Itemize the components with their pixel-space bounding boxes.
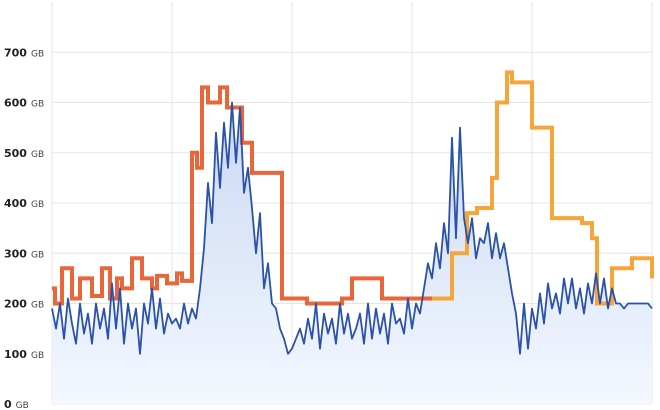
y-tick-value: 600 [4,97,27,110]
y-tick-unit: GB [31,301,44,311]
y-tick-unit: GB [31,100,44,110]
y-tick-label-300: 300 GB [4,247,44,260]
y-tick-label-100: 100 GB [4,348,44,361]
y-tick-label-200: 200 GB [4,298,44,311]
usage-area-fill [52,102,652,404]
y-tick-label-700: 700 GB [4,46,44,59]
y-tick-unit: GB [16,401,29,410]
y-tick-value: 700 [4,46,27,59]
usage-line [51,101,653,355]
step-line-late [432,70,654,306]
usage-area [52,102,652,404]
y-tick-value: 400 [4,197,27,210]
y-tick-value: 100 [4,348,27,361]
y-tick-unit: GB [31,200,44,210]
step-line-early [52,85,452,306]
y-axis-ticks: 0 GB 100 GB 200 GB 300 GB 400 GB 500 GB 600 GB 700 GB [4,46,44,410]
y-tick-value: 500 [4,147,27,160]
y-tick-label-600: 600 GB [4,97,44,110]
y-tick-unit: GB [31,150,44,160]
y-tick-unit: GB [31,250,44,260]
y-tick-value: 200 [4,298,27,311]
y-tick-label-500: 500 GB [4,147,44,160]
y-tick-unit: GB [31,49,44,59]
usage-line-layer [51,101,653,355]
y-tick-label-400: 400 GB [4,197,44,210]
y-tick-value: 0 [4,398,12,410]
y-tick-value: 300 [4,247,27,260]
step-series [52,70,654,306]
y-tick-unit: GB [31,351,44,361]
y-tick-label-0: 0 GB [4,398,29,410]
